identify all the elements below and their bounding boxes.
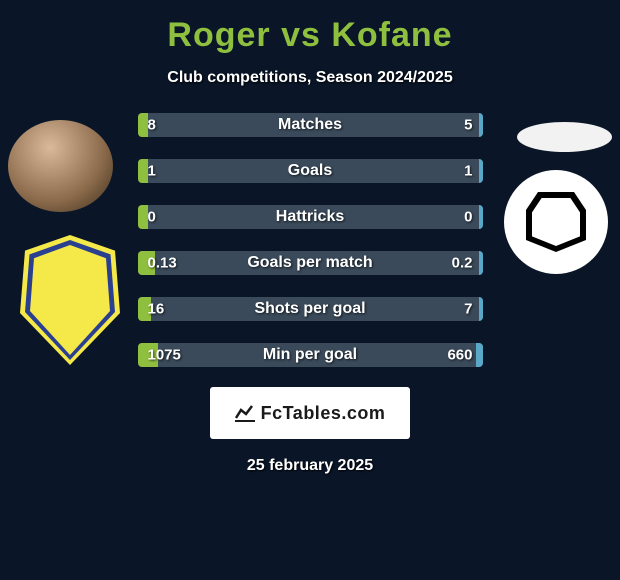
stat-bar-left (138, 159, 148, 183)
stat-value-left: 0 (148, 209, 156, 226)
stat-bar-right (479, 113, 482, 137)
stat-row: 1 Goals 1 (138, 159, 483, 183)
badge-icon (526, 192, 586, 252)
stat-value-right: 660 (447, 347, 472, 364)
stat-value-right: 5 (464, 117, 472, 134)
stat-bar-right (479, 251, 482, 275)
stat-row: 0 Hattricks 0 (138, 205, 483, 229)
stat-row: 16 Shots per goal 7 (138, 297, 483, 321)
title-vs: vs (281, 16, 321, 54)
stat-bar-left (138, 205, 148, 229)
stat-value-right: 0.2 (452, 255, 473, 272)
branding-text: FcTables.com (261, 403, 386, 424)
stat-value-left: 8 (148, 117, 156, 134)
title-player2: Kofane (331, 16, 452, 54)
stat-bar-right (479, 159, 482, 183)
stat-value-left: 16 (148, 301, 165, 318)
page-title: Roger vs Kofane (167, 16, 452, 55)
player1-avatar (8, 120, 113, 212)
stat-row: 0.13 Goals per match 0.2 (138, 251, 483, 275)
player2-club-badge (504, 170, 608, 274)
player1-club-badge (20, 235, 120, 368)
stat-value-right: 1 (464, 163, 472, 180)
stat-value-left: 1075 (148, 347, 181, 364)
stat-label: Goals per match (247, 254, 372, 272)
stat-label: Shots per goal (254, 300, 365, 318)
stat-bar-right (476, 343, 483, 367)
stat-bar-left (138, 113, 148, 137)
title-player1: Roger (167, 16, 270, 54)
stat-row: 1075 Min per goal 660 (138, 343, 483, 367)
stat-value-left: 0.13 (148, 255, 177, 272)
chart-icon (235, 404, 255, 422)
stat-label: Min per goal (263, 346, 357, 364)
stat-label: Hattricks (276, 208, 344, 226)
date-label: 25 february 2025 (247, 457, 373, 475)
stat-label: Matches (278, 116, 342, 134)
stat-bar-right (479, 297, 482, 321)
subtitle: Club competitions, Season 2024/2025 (167, 69, 452, 87)
stat-value-left: 1 (148, 163, 156, 180)
player2-avatar (517, 122, 612, 152)
stat-label: Goals (288, 162, 332, 180)
stat-value-right: 7 (464, 301, 472, 318)
shield-icon (20, 235, 120, 365)
branding-badge[interactable]: FcTables.com (210, 387, 410, 439)
stat-row: 8 Matches 5 (138, 113, 483, 137)
stat-bar-right (479, 205, 482, 229)
stat-value-right: 0 (464, 209, 472, 226)
